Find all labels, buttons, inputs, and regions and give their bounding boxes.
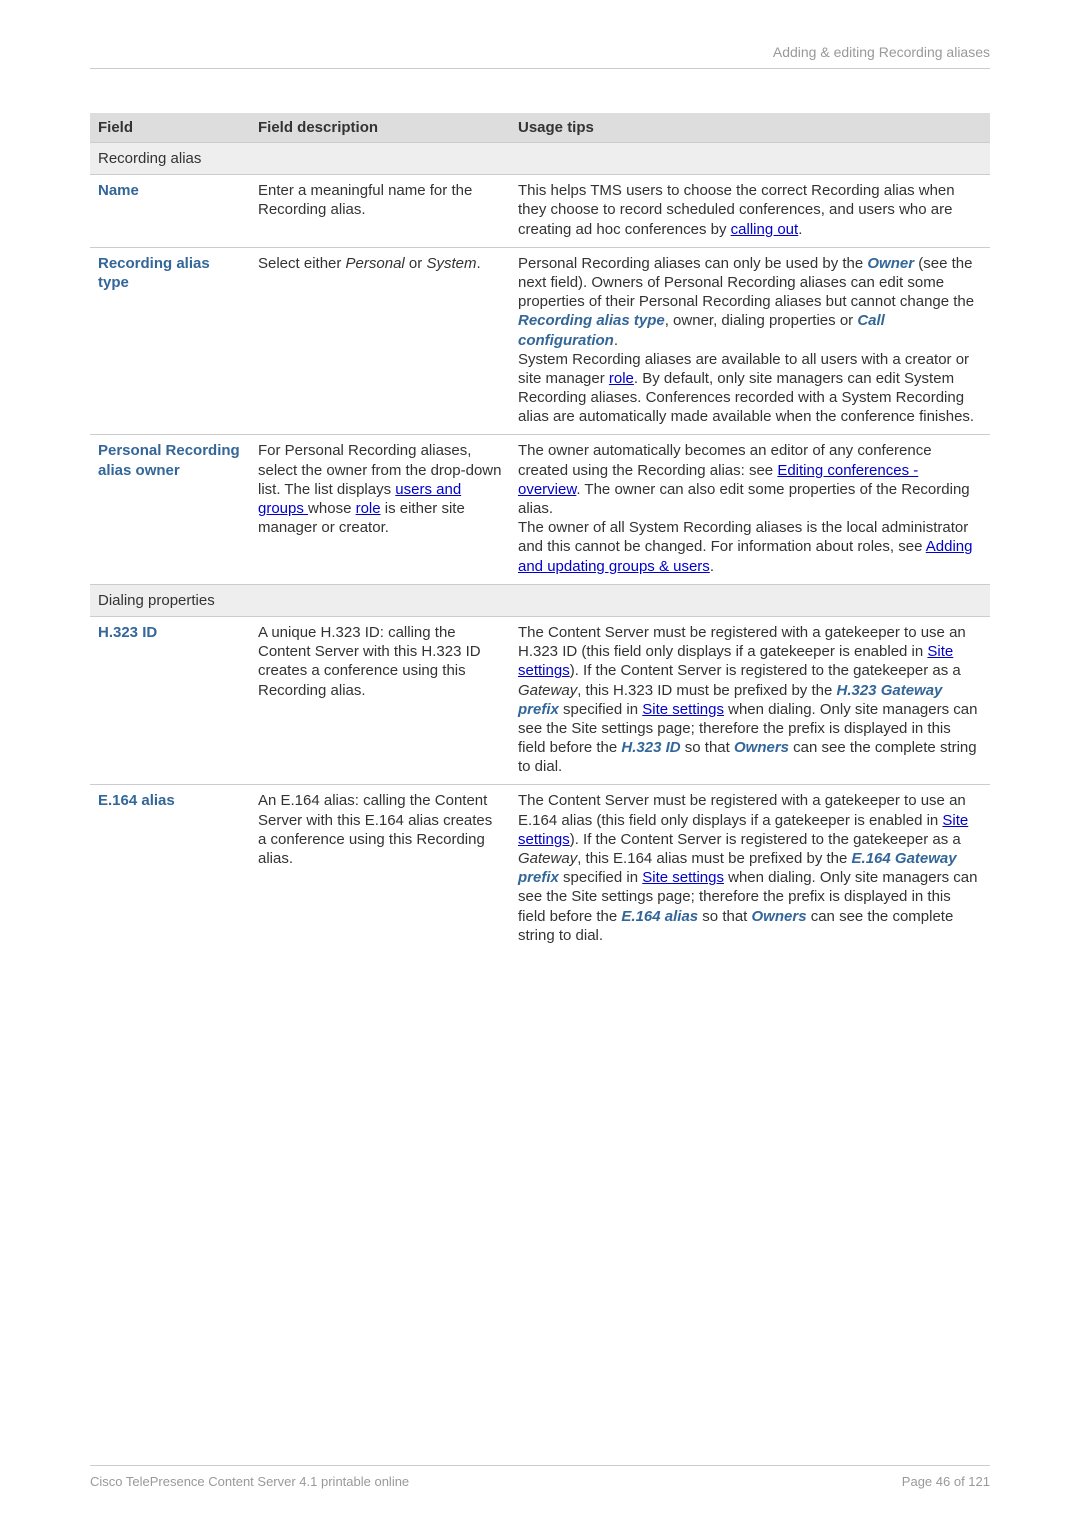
field-cell: E.164 alias	[90, 785, 250, 953]
term-e164-alias: E.164 alias	[621, 908, 698, 925]
section-title: Recording alias	[90, 143, 990, 175]
text: , this E.164 alias must be prefixed by t…	[577, 850, 851, 867]
term-personal: Personal	[346, 255, 405, 272]
row-name: Name Enter a meaningful name for the Rec…	[90, 175, 990, 248]
desc-cell: A unique H.323 ID: calling the Content S…	[250, 616, 510, 785]
tips-cell: The Content Server must be registered wi…	[510, 785, 990, 953]
tips-cell: The owner automatically becomes an edito…	[510, 435, 990, 584]
row-personal-owner: Personal Recording alias owner For Perso…	[90, 435, 990, 584]
page: Adding & editing Recording aliases Field…	[0, 0, 1080, 1527]
field-name: E.164 alias	[98, 792, 175, 809]
desc-cell: Select either Personal or System.	[250, 247, 510, 435]
text: . The owner can also edit some propertie…	[518, 481, 970, 517]
text: ). If the Content Server is registered t…	[570, 831, 961, 848]
row-e164-alias: E.164 alias An E.164 alias: calling the …	[90, 785, 990, 953]
text: The Content Server must be registered wi…	[518, 624, 966, 660]
text: specified in	[559, 869, 642, 886]
text: Select either	[258, 255, 346, 272]
text: ). If the Content Server is registered t…	[570, 662, 961, 679]
text: The owner of all System Recording aliase…	[518, 519, 968, 555]
text: .	[798, 221, 802, 238]
desc-cell: Enter a meaningful name for the Recordin…	[250, 175, 510, 248]
col-header-field: Field	[90, 113, 250, 143]
col-header-desc: Field description	[250, 113, 510, 143]
tips-cell: Personal Recording aliases can only be u…	[510, 247, 990, 435]
col-header-tips: Usage tips	[510, 113, 990, 143]
text: .	[614, 332, 618, 349]
desc-cell: For Personal Recording aliases, select t…	[250, 435, 510, 584]
tips-cell: The Content Server must be registered wi…	[510, 616, 990, 785]
text: .	[476, 255, 480, 272]
section-recording-alias: Recording alias	[90, 143, 990, 175]
field-cell: Recording alias type	[90, 247, 250, 435]
text: , this H.323 ID must be prefixed by the	[577, 682, 836, 699]
page-footer: Cisco TelePresence Content Server 4.1 pr…	[90, 1465, 990, 1489]
section-dialing-properties: Dialing properties	[90, 584, 990, 616]
link-calling-out[interactable]: calling out	[731, 221, 799, 238]
field-name: Name	[98, 182, 139, 199]
link-site-settings[interactable]: Site settings	[642, 869, 724, 886]
text: so that	[698, 908, 751, 925]
fields-table: Field Field description Usage tips Recor…	[90, 113, 990, 953]
text: , owner, dialing properties or	[665, 312, 858, 329]
field-name: H.323 ID	[98, 624, 157, 641]
term-system: System	[426, 255, 476, 272]
row-recording-alias-type: Recording alias type Select either Perso…	[90, 247, 990, 435]
page-header: Adding & editing Recording aliases	[90, 44, 990, 69]
text: Personal Recording aliases can only be u…	[518, 255, 867, 272]
field-cell: Personal Recording alias owner	[90, 435, 250, 584]
field-name: Personal Recording alias owner	[98, 442, 240, 478]
text: or	[405, 255, 427, 272]
text: whose	[308, 500, 356, 517]
link-site-settings[interactable]: Site settings	[642, 701, 724, 718]
link-role[interactable]: role	[609, 370, 634, 387]
row-h323-id: H.323 ID A unique H.323 ID: calling the …	[90, 616, 990, 785]
section-title: Dialing properties	[90, 584, 990, 616]
term-owners: Owners	[734, 739, 789, 756]
text: so that	[681, 739, 734, 756]
term-rat: Recording alias type	[518, 312, 665, 329]
table-header-row: Field Field description Usage tips	[90, 113, 990, 143]
field-name: Recording alias type	[98, 255, 210, 291]
field-cell: Name	[90, 175, 250, 248]
text: The Content Server must be registered wi…	[518, 792, 966, 828]
link-role[interactable]: role	[356, 500, 381, 517]
footer-left: Cisco TelePresence Content Server 4.1 pr…	[90, 1474, 409, 1489]
text: specified in	[559, 701, 642, 718]
tips-cell: This helps TMS users to choose the corre…	[510, 175, 990, 248]
term-gateway: Gateway	[518, 850, 577, 867]
breadcrumb: Adding & editing Recording aliases	[773, 44, 990, 60]
desc-cell: An E.164 alias: calling the Content Serv…	[250, 785, 510, 953]
footer-right: Page 46 of 121	[902, 1474, 990, 1489]
term-gateway: Gateway	[518, 682, 577, 699]
term-h323-id: H.323 ID	[621, 739, 680, 756]
term-owner: Owner	[867, 255, 914, 272]
field-cell: H.323 ID	[90, 616, 250, 785]
term-owners: Owners	[752, 908, 807, 925]
text: .	[710, 558, 714, 575]
text: For Personal Recording aliases, select t…	[258, 442, 501, 497]
